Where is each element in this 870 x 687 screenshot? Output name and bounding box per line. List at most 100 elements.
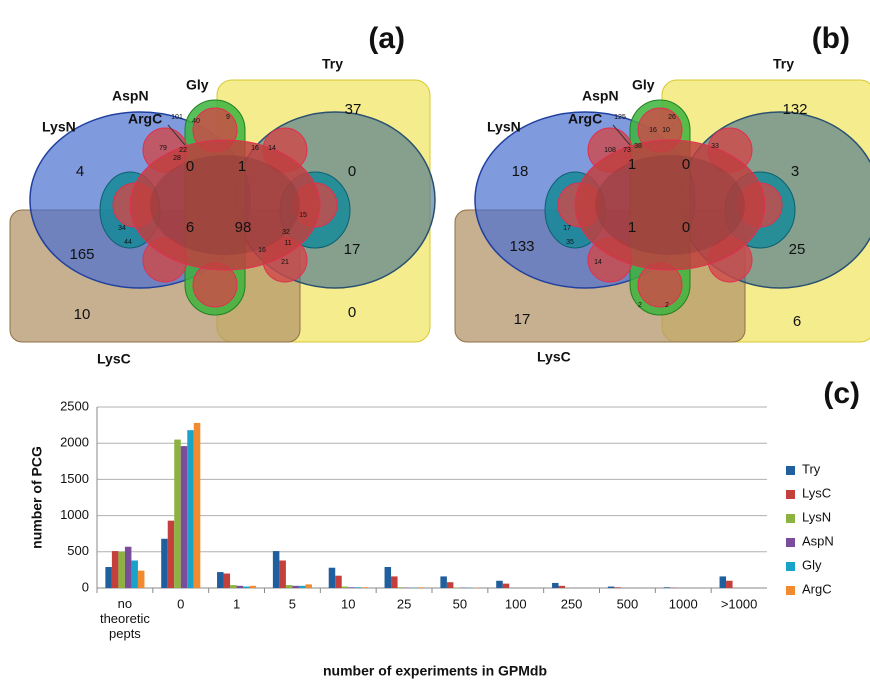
- legend-swatch: [786, 490, 795, 499]
- bar: [168, 521, 175, 588]
- bar: [194, 423, 201, 588]
- set-label: LysN: [42, 119, 76, 135]
- legend-label: LysN: [802, 509, 831, 524]
- bar: [305, 584, 312, 588]
- bar: [614, 587, 621, 588]
- region-count: 98: [235, 219, 252, 236]
- bar: [181, 446, 188, 588]
- bar: [292, 586, 299, 588]
- x-tick-label: 10: [341, 596, 355, 611]
- region-count: 101: [171, 114, 183, 121]
- panel-label: (c): [823, 377, 860, 410]
- y-tick-label: 1500: [60, 471, 89, 486]
- bar: [342, 587, 349, 588]
- bar: [335, 576, 342, 588]
- bar: [243, 587, 250, 588]
- region-count: 1: [628, 156, 636, 173]
- x-tick-label: 50: [453, 596, 467, 611]
- set-label: LysN: [487, 119, 521, 135]
- x-tick-label: 25: [397, 596, 411, 611]
- region-count: 34: [118, 225, 126, 232]
- set-label: AspN: [582, 88, 619, 104]
- bar: [286, 585, 293, 588]
- region-count: 79: [159, 145, 167, 152]
- legend-swatch: [786, 466, 795, 475]
- region-count: 108: [604, 147, 616, 154]
- region-count: 16: [649, 127, 657, 134]
- x-tick-label: 250: [561, 596, 583, 611]
- region-count: 9: [226, 114, 230, 121]
- set-shape: [595, 155, 745, 255]
- region-count: 14: [594, 259, 602, 266]
- bar: [417, 587, 424, 588]
- region-count: 21: [281, 259, 289, 266]
- region-count: 17: [563, 225, 571, 232]
- x-tick-label: 1000: [669, 596, 698, 611]
- bar: [329, 568, 336, 588]
- bar: [217, 572, 224, 588]
- region-count: 2: [665, 302, 669, 309]
- set-label: LysC: [537, 349, 571, 365]
- legend-label: Try: [802, 461, 821, 476]
- region-count: 44: [124, 239, 132, 246]
- set-label: Gly: [186, 77, 209, 93]
- region-count: 37: [345, 101, 362, 118]
- bar: [118, 552, 125, 588]
- x-tick-label: 1: [233, 596, 240, 611]
- set-label: AspN: [112, 88, 149, 104]
- region-count: 3: [791, 163, 799, 180]
- set-label: Gly: [632, 77, 655, 93]
- set-label: Try: [322, 56, 343, 72]
- region-count: 11: [284, 240, 291, 247]
- bar: [726, 581, 733, 588]
- bar: [348, 587, 355, 588]
- region-count: 15: [299, 212, 307, 219]
- bar: [391, 576, 398, 588]
- y-tick-label: 2000: [60, 435, 89, 450]
- bar: [131, 560, 138, 588]
- region-count: 22: [179, 147, 187, 154]
- x-axis-label: number of experiments in GPMdb: [323, 663, 547, 679]
- bar: [273, 551, 280, 588]
- bar: [187, 430, 194, 588]
- region-count: 0: [682, 219, 690, 236]
- region-count: 25: [789, 241, 806, 258]
- bar: [496, 581, 503, 588]
- region-count: 17: [344, 241, 361, 258]
- legend-swatch: [786, 538, 795, 547]
- set-label: ArgC: [568, 111, 602, 127]
- bar: [361, 587, 368, 588]
- region-count: 0: [348, 304, 356, 321]
- region-count: 16: [258, 247, 266, 254]
- region-count: 26: [668, 114, 676, 121]
- panel-label: (a): [368, 22, 405, 55]
- y-axis-label: number of PCG: [29, 446, 45, 549]
- legend-swatch: [786, 562, 795, 571]
- legend-swatch: [786, 514, 795, 523]
- bar: [552, 583, 559, 588]
- region-count: 33: [711, 143, 719, 150]
- bar: [447, 582, 454, 588]
- x-tick-label: 5: [289, 596, 296, 611]
- bar: [112, 551, 119, 588]
- region-count: 1: [628, 219, 636, 236]
- bar: [138, 571, 145, 588]
- bar: [299, 586, 306, 588]
- set-shape: [150, 155, 300, 255]
- bar: [559, 586, 566, 588]
- region-count: 132: [782, 101, 807, 118]
- set-label: ArgC: [128, 111, 162, 127]
- region-count: 28: [173, 155, 181, 162]
- region-count: 6: [793, 313, 801, 330]
- region-count: 14: [268, 145, 276, 152]
- region-count: 16: [251, 145, 259, 152]
- legend-label: ArgC: [802, 581, 832, 596]
- bar: [608, 587, 615, 588]
- region-count: 10: [662, 127, 670, 134]
- bar: [224, 574, 231, 588]
- x-tick-label: 0: [177, 596, 184, 611]
- bar: [105, 567, 112, 588]
- region-count: 35: [566, 239, 574, 246]
